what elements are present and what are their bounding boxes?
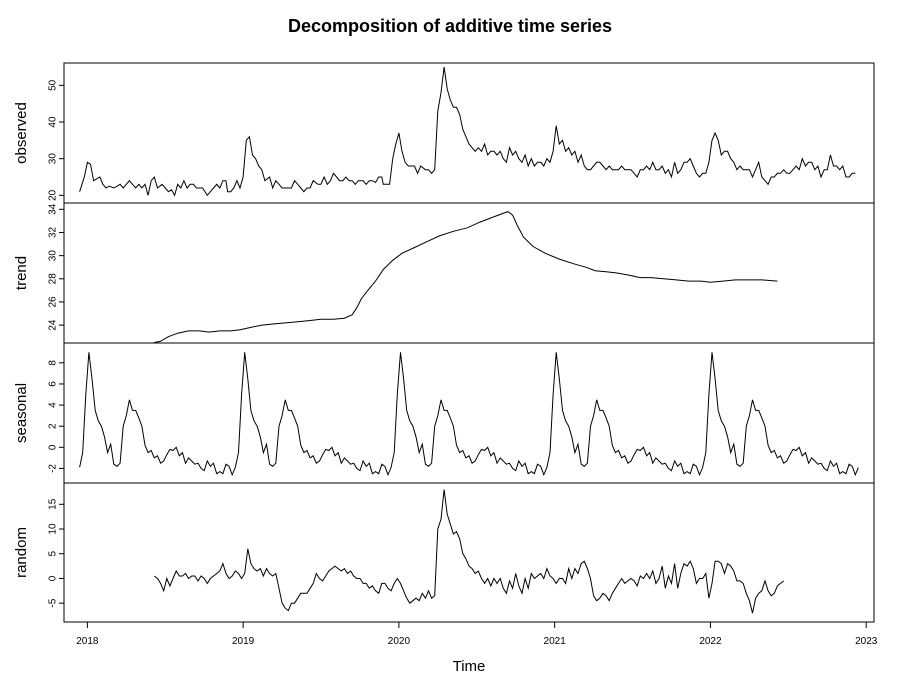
y-tick-label-seasonal: 2 — [48, 423, 59, 429]
panel-label-observed: observed — [13, 102, 30, 164]
y-tick-label-trend: 24 — [48, 319, 59, 331]
y-tick-label-trend: 30 — [48, 250, 59, 262]
y-tick-label-random: 0 — [48, 575, 59, 581]
y-tick-label-random: -5 — [48, 598, 59, 607]
y-tick-label-seasonal: -2 — [48, 464, 59, 473]
y-tick-label-trend: 28 — [48, 273, 59, 285]
y-tick-label-seasonal: 4 — [48, 402, 59, 408]
y-tick-label-observed: 40 — [48, 116, 59, 128]
y-tick-label-seasonal: 0 — [48, 444, 59, 450]
x-axis-title: Time — [453, 658, 486, 675]
y-tick-label-observed: 30 — [48, 153, 59, 165]
y-tick-label-random: 10 — [48, 523, 59, 535]
series-line-seasonal — [79, 352, 859, 477]
y-tick-label-observed: 20 — [48, 189, 59, 201]
x-tick-label: 2021 — [544, 636, 567, 647]
y-tick-label-random: 5 — [48, 551, 59, 557]
panel-frame-random — [63, 482, 875, 623]
panel-label-seasonal: seasonal — [13, 383, 30, 443]
panel-frame-trend — [63, 202, 875, 344]
x-tick-label: 2018 — [76, 636, 99, 647]
x-tick-label: 2019 — [232, 636, 255, 647]
y-tick-label-trend: 34 — [48, 203, 59, 215]
x-tick-label: 2023 — [855, 636, 878, 647]
panel-frame-observed — [63, 62, 875, 204]
series-line-random — [153, 489, 785, 614]
y-tick-label-trend: 26 — [48, 296, 59, 308]
x-tick-label: 2022 — [699, 636, 722, 647]
panel-label-random: random — [13, 527, 30, 578]
y-tick-label-seasonal: 8 — [48, 360, 59, 366]
series-line-observed — [79, 66, 856, 197]
y-tick-label-seasonal: 6 — [48, 381, 59, 387]
x-tick-label: 2020 — [388, 636, 411, 647]
panel-label-trend: trend — [13, 256, 30, 290]
y-tick-label-observed: 50 — [48, 79, 59, 91]
series-line-trend — [154, 211, 778, 343]
chart-title: Decomposition of additive time series — [287, 16, 613, 36]
y-tick-label-random: 15 — [48, 498, 59, 510]
y-tick-label-trend: 32 — [48, 226, 59, 238]
